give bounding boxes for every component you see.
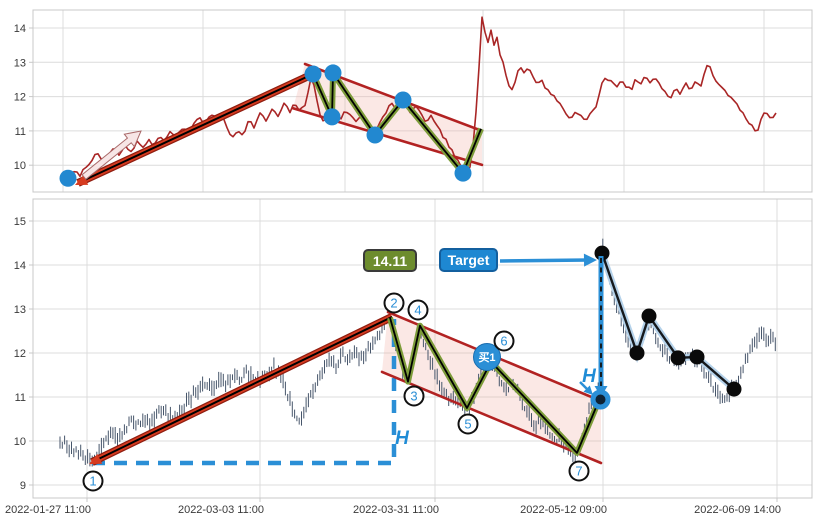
x-axis-tick-label: 2022-06-09 14:00	[694, 504, 781, 516]
post-breakout-dot	[629, 345, 645, 361]
post-breakout-line	[600, 252, 735, 391]
pattern-point-number: 7	[568, 460, 590, 482]
y-axis-tick-label: 12	[14, 348, 26, 360]
pattern-point-number: 3	[403, 385, 425, 407]
y-axis-tick-label: 10	[14, 436, 26, 448]
height-label-left: H	[395, 428, 409, 449]
y-axis-tick-label: 12	[14, 92, 26, 104]
post-breakout-dot	[670, 350, 686, 366]
price-line-series	[67, 16, 777, 180]
y-axis-tick-label: 15	[14, 216, 26, 228]
swing-point-dot	[304, 65, 322, 83]
swing-point-dot	[454, 164, 472, 182]
swing-point-dot	[59, 169, 77, 187]
swing-point-dot	[323, 108, 341, 126]
height-measure-dashed-path	[92, 319, 397, 466]
pattern-point-number: 5	[457, 413, 479, 435]
target-arrow	[499, 258, 590, 263]
post-breakout-dot	[594, 245, 610, 261]
y-axis-tick-label: 9	[20, 480, 26, 492]
height-label-right: H	[582, 366, 596, 387]
target-price-label: 14.11	[363, 249, 417, 272]
pattern-point-number: 6	[493, 330, 515, 352]
x-axis-tick-label: 2022-01-27 11:00	[5, 504, 91, 516]
y-axis-tick-label: 13	[14, 57, 26, 69]
swing-point-dot	[324, 64, 342, 82]
pattern-point-number: 2	[383, 292, 405, 314]
swing-point-dot	[366, 126, 384, 144]
target-button[interactable]: Target	[439, 248, 498, 272]
y-axis-tick-label: 14	[14, 260, 26, 272]
top-price-panel: 14 13 12 11 10	[14, 9, 813, 193]
swing-point-dot	[394, 91, 412, 109]
flag-channel-fill	[293, 64, 482, 165]
y-axis-tick-label: 14	[14, 23, 26, 35]
x-axis-tick-label: 2022-05-12 09:00	[520, 504, 607, 516]
y-axis-tick-label: 11	[15, 126, 26, 138]
y-axis-tick-label: 13	[14, 304, 26, 316]
breakout-point-marker	[590, 389, 611, 410]
y-axis-tick-label: 11	[15, 392, 26, 404]
post-breakout-dot	[689, 349, 705, 365]
pattern-point-number: 4	[407, 299, 429, 321]
post-breakout-dot	[641, 308, 657, 324]
post-breakout-dot	[726, 381, 742, 397]
y-axis-tick-label: 10	[14, 160, 26, 172]
impulse-arrow	[81, 130, 142, 180]
x-axis-tick-label: 2022-03-03 11:00	[178, 504, 264, 516]
x-axis-tick-label: 2022-03-31 11:00	[353, 504, 439, 516]
pattern-point-number: 1	[82, 470, 104, 492]
